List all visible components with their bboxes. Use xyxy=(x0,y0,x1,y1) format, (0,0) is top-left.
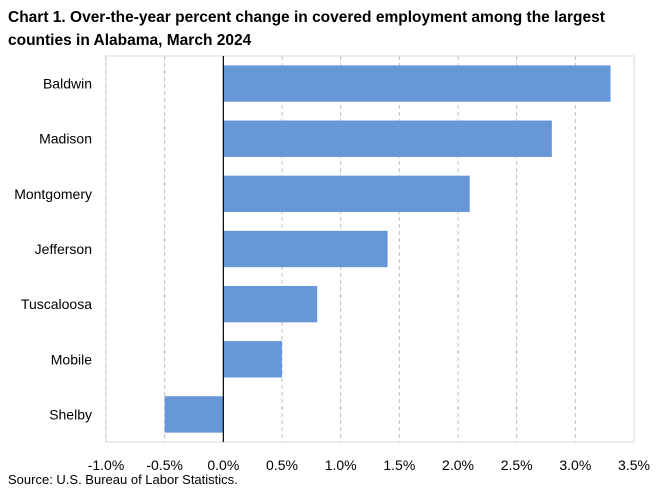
x-tick-label: 2.0% xyxy=(442,457,474,473)
x-tick-label: 0.0% xyxy=(207,457,239,473)
bar-madison xyxy=(223,120,552,157)
category-label: Tuscaloosa xyxy=(21,296,92,312)
bar-shelby xyxy=(164,396,224,433)
chart-title: Chart 1. Over-the-year percent change in… xyxy=(8,9,605,49)
category-label: Madison xyxy=(39,131,92,147)
x-tick-label: 3.5% xyxy=(618,457,650,473)
bar-mobile xyxy=(223,341,282,378)
x-tick-label: 1.5% xyxy=(383,457,415,473)
x-tick-label: 2.5% xyxy=(501,457,533,473)
bar-montgomery xyxy=(223,175,470,213)
category-label: Jefferson xyxy=(35,241,92,257)
tick-labels: -1.0% -0.5% 0.0% 0.5% 1.0% 1.5% 2.0% 2.5% 3.0% 3.… xyxy=(88,457,650,473)
source-note: Source: U.S. Bureau of Labor Statistics. xyxy=(8,472,238,487)
x-tick-label: -0.5% xyxy=(146,457,183,473)
x-tick-label: 1.0% xyxy=(325,457,357,473)
category-label: Baldwin xyxy=(43,76,92,92)
bars xyxy=(164,65,611,433)
category-label: Shelby xyxy=(49,406,92,422)
category-label: Mobile xyxy=(51,351,92,367)
category-labels: Baldwin Madison Montgomery Jefferson Tuscalo… xyxy=(14,76,92,423)
x-tick-label: -1.0% xyxy=(88,457,125,473)
category-label: Montgomery xyxy=(14,186,92,202)
x-tick-label: 0.5% xyxy=(266,457,298,473)
bar-jefferson xyxy=(223,230,388,268)
bar-baldwin xyxy=(223,65,611,102)
bar-tuscaloosa xyxy=(223,285,318,323)
x-tick-label: 3.0% xyxy=(559,457,591,473)
